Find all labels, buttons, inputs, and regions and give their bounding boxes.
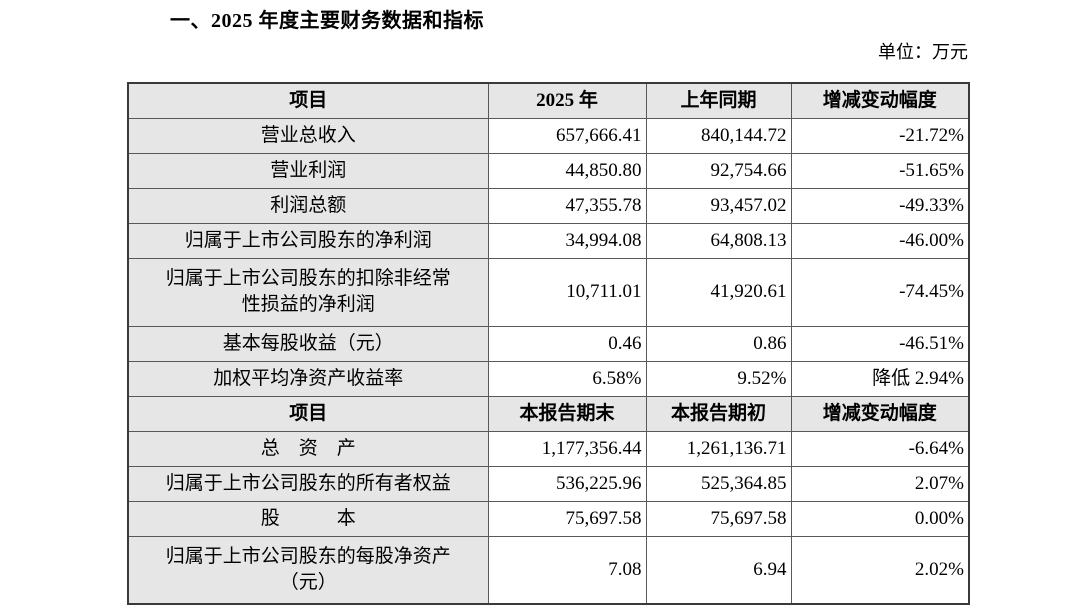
- item-cell: 归属于上市公司股东的净利润: [127, 222, 489, 259]
- change-cell: 2.02%: [790, 535, 970, 605]
- current-cell: 7.08: [487, 535, 647, 605]
- table-row: 归属于上市公司股东的扣除非经常 性损益的净利润 10,711.01 41,920.6…: [127, 257, 970, 327]
- current-cell: 0.46: [487, 325, 647, 362]
- table-row: 归属于上市公司股东的所有者权益 536,225.96 525,364.85 2.07%: [127, 465, 970, 502]
- item-cell: 利润总额: [127, 187, 489, 224]
- column-header: 2025 年: [487, 82, 647, 119]
- table-header-row: 项目 2025 年上年同期 增减变动幅度: [127, 82, 970, 119]
- column-header: 增减变动幅度: [790, 395, 970, 432]
- change-cell: 降低 2.94%: [790, 360, 970, 397]
- current-cell: 44,850.80: [487, 152, 647, 189]
- table-row: 加权平均净资产收益率 6.58% 9.52% 降低 2.94%: [127, 360, 970, 397]
- change-cell: -46.00%: [790, 222, 970, 259]
- change-cell: -46.51%: [790, 325, 970, 362]
- current-cell: 6.58%: [487, 360, 647, 397]
- item-cell: 营业利润: [127, 152, 489, 189]
- section-title: 一、2025 年度主要财务数据和指标: [170, 10, 484, 32]
- table-row: 营业总收入 657,666.41 840,144.72 -21.72%: [127, 117, 970, 154]
- column-header: 上年同期: [645, 82, 792, 119]
- table-row: 基本每股收益（元） 0.46 0.86 -46.51%: [127, 325, 970, 362]
- column-header: 本报告期初: [645, 395, 792, 432]
- table-row: 利润总额 47,355.78 93,457.02 -49.33%: [127, 187, 970, 224]
- prior-cell: 64,808.13: [645, 222, 792, 259]
- current-cell: 34,994.08: [487, 222, 647, 259]
- table-header-row: 项目 本报告期末 本报告期初 增减变动幅度: [127, 395, 970, 432]
- prior-cell: 0.86: [645, 325, 792, 362]
- prior-cell: 75,697.58: [645, 500, 792, 537]
- item-cell: 基本每股收益（元）: [127, 325, 489, 362]
- prior-cell: 41,920.61: [645, 257, 792, 327]
- current-cell: 657,666.41: [487, 117, 647, 154]
- current-cell: 47,355.78: [487, 187, 647, 224]
- column-header: 本报告期末: [487, 395, 647, 432]
- change-cell: -51.65%: [790, 152, 970, 189]
- change-cell: -21.72%: [790, 117, 970, 154]
- prior-cell: 840,144.72: [645, 117, 792, 154]
- prior-cell: 525,364.85: [645, 465, 792, 502]
- item-cell: 加权平均净资产收益率: [127, 360, 489, 397]
- prior-cell: 9.52%: [645, 360, 792, 397]
- current-cell: 10,711.01: [487, 257, 647, 327]
- table-row: 营业利润 44,850.80 92,754.66 -51.65%: [127, 152, 970, 189]
- current-cell: 1,177,356.44: [487, 430, 647, 467]
- item-cell: 营业总收入: [127, 117, 489, 154]
- change-cell: 0.00%: [790, 500, 970, 537]
- change-cell: -6.64%: [790, 430, 970, 467]
- prior-cell: 1,261,136.71: [645, 430, 792, 467]
- table-row: 总 资 产 1,177,356.44 1,261,136.71 -6.64%: [127, 430, 970, 467]
- current-cell: 536,225.96: [487, 465, 647, 502]
- current-cell: 75,697.58: [487, 500, 647, 537]
- column-header: 项目: [127, 82, 489, 119]
- item-cell: 归属于上市公司股东的所有者权益: [127, 465, 489, 502]
- table-row: 归属于上市公司股东的每股净资产 （元） 7.08 6.94 2.02%: [127, 535, 970, 605]
- table-row: 归属于上市公司股东的净利润 34,994.08 64,808.13 -46.00%: [127, 222, 970, 259]
- prior-cell: 92,754.66: [645, 152, 792, 189]
- prior-cell: 6.94: [645, 535, 792, 605]
- item-cell: 归属于上市公司股东的每股净资产 （元）: [127, 535, 489, 605]
- prior-cell: 93,457.02: [645, 187, 792, 224]
- financial-table: 项目 2025 年上年同期 增减变动幅度 营业总收入 657,666.41 840,144…: [127, 82, 970, 605]
- column-header: 增减变动幅度: [790, 82, 970, 119]
- item-cell: 总 资 产: [127, 430, 489, 467]
- unit-label: 单位：万元: [878, 42, 968, 62]
- change-cell: -49.33%: [790, 187, 970, 224]
- item-cell: 归属于上市公司股东的扣除非经常 性损益的净利润: [127, 257, 489, 327]
- column-header: 项目: [127, 395, 489, 432]
- item-cell: 股 本: [127, 500, 489, 537]
- table-row: 股 本 75,697.58 75,697.58 0.00%: [127, 500, 970, 537]
- change-cell: 2.07%: [790, 465, 970, 502]
- change-cell: -74.45%: [790, 257, 970, 327]
